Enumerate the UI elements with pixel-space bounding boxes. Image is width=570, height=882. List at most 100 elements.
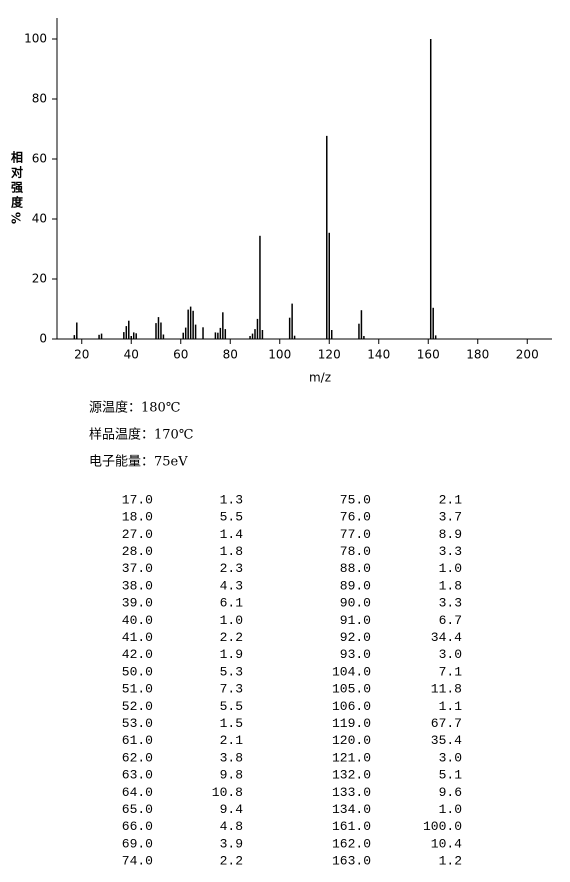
table-cell: 163.0	[332, 854, 371, 869]
table-cell: 34.4	[431, 630, 462, 645]
x-tick-label: 120	[318, 348, 341, 362]
table-cell: 3.0	[439, 647, 462, 662]
x-tick-label: 40	[124, 348, 139, 362]
table-cell: 1.3	[220, 492, 243, 507]
table-cell: 162.0	[332, 836, 371, 851]
table-cell: 89.0	[340, 578, 371, 593]
table-cell: 50.0	[122, 664, 153, 679]
table-cell: 5.5	[220, 699, 243, 714]
table-cell: 69.0	[122, 836, 153, 851]
x-tick-label: 100	[268, 348, 291, 362]
condition: 电子能量：75eV	[89, 455, 188, 470]
table-cell: 3.8	[220, 750, 243, 765]
table-cell: 78.0	[340, 544, 371, 559]
table-cell: 39.0	[122, 596, 153, 611]
x-tick-label: 160	[417, 348, 440, 362]
table-cell: 76.0	[340, 510, 371, 525]
table-cell: 9.6	[439, 785, 462, 800]
table-cell: 37.0	[122, 561, 153, 576]
table-cell: 28.0	[122, 544, 153, 559]
table-cell: 1.2	[439, 854, 462, 869]
table-cell: 1.0	[439, 561, 462, 576]
table-cell: 67.7	[431, 716, 462, 731]
table-cell: 121.0	[332, 750, 371, 765]
table-cell: 10.4	[431, 836, 462, 851]
table-cell: 75.0	[340, 492, 371, 507]
y-tick-label: 100	[24, 32, 47, 46]
y-axis-label: %	[10, 212, 24, 224]
table-cell: 63.0	[122, 768, 153, 783]
table-cell: 2.2	[220, 630, 243, 645]
x-axis-label: m/z	[309, 371, 331, 385]
table-cell: 51.0	[122, 682, 153, 697]
table-cell: 38.0	[122, 578, 153, 593]
table-cell: 42.0	[122, 647, 153, 662]
table-cell: 1.0	[220, 613, 243, 628]
table-cell: 119.0	[332, 716, 371, 731]
y-axis-label: 度	[11, 195, 24, 210]
table-cell: 92.0	[340, 630, 371, 645]
table-cell: 1.8	[439, 578, 462, 593]
table-cell: 3.7	[439, 510, 462, 525]
table-cell: 62.0	[122, 750, 153, 765]
x-tick-label: 60	[173, 348, 188, 362]
table-cell: 7.3	[220, 682, 243, 697]
y-tick-label: 40	[32, 212, 47, 226]
table-cell: 2.2	[220, 854, 243, 869]
table-cell: 27.0	[122, 527, 153, 542]
table-cell: 40.0	[122, 613, 153, 628]
table-cell: 3.3	[439, 544, 462, 559]
table-cell: 6.1	[220, 596, 244, 611]
table-cell: 1.8	[220, 544, 243, 559]
table-cell: 2.1	[439, 492, 463, 507]
table-cell: 1.5	[220, 716, 243, 731]
table-cell: 4.3	[220, 578, 243, 593]
table-cell: 132.0	[332, 768, 371, 783]
table-cell: 9.4	[220, 802, 244, 817]
table-cell: 4.8	[220, 819, 243, 834]
table-cell: 5.1	[439, 768, 463, 783]
table-cell: 161.0	[332, 819, 371, 834]
table-cell: 90.0	[340, 596, 371, 611]
table-cell: 100.0	[423, 819, 462, 834]
table-cell: 1.9	[220, 647, 243, 662]
y-tick-label: 60	[32, 152, 47, 166]
table-cell: 88.0	[340, 561, 371, 576]
table-cell: 1.0	[439, 802, 462, 817]
table-cell: 66.0	[122, 819, 153, 834]
table-cell: 1.1	[439, 699, 463, 714]
x-tick-label: 20	[74, 348, 89, 362]
table-cell: 2.1	[220, 733, 244, 748]
table-cell: 7.1	[439, 664, 463, 679]
table-cell: 9.8	[220, 768, 243, 783]
table-cell: 91.0	[340, 613, 371, 628]
table-cell: 65.0	[122, 802, 153, 817]
table-cell: 52.0	[122, 699, 153, 714]
x-tick-label: 80	[223, 348, 238, 362]
y-tick-label: 80	[32, 92, 47, 106]
table-cell: 11.8	[431, 682, 462, 697]
table-cell: 133.0	[332, 785, 371, 800]
table-cell: 41.0	[122, 630, 153, 645]
table-cell: 5.3	[220, 664, 243, 679]
table-cell: 6.7	[439, 613, 462, 628]
condition: 源温度：180℃	[89, 400, 180, 416]
y-axis-label: 对	[11, 165, 23, 180]
table-cell: 77.0	[340, 527, 371, 542]
table-cell: 2.3	[220, 561, 243, 576]
table-cell: 1.4	[220, 527, 244, 542]
table-cell: 120.0	[332, 733, 371, 748]
table-cell: 3.9	[220, 836, 243, 851]
y-tick-label: 20	[32, 272, 47, 286]
table-cell: 104.0	[332, 664, 371, 679]
table-cell: 3.3	[439, 596, 462, 611]
table-cell: 5.5	[220, 510, 243, 525]
y-axis-label: 相	[11, 150, 23, 165]
x-tick-label: 180	[466, 348, 489, 362]
x-tick-label: 200	[516, 348, 539, 362]
table-cell: 3.0	[439, 750, 462, 765]
table-cell: 105.0	[332, 682, 371, 697]
table-cell: 53.0	[122, 716, 153, 731]
table-cell: 17.0	[122, 492, 153, 507]
